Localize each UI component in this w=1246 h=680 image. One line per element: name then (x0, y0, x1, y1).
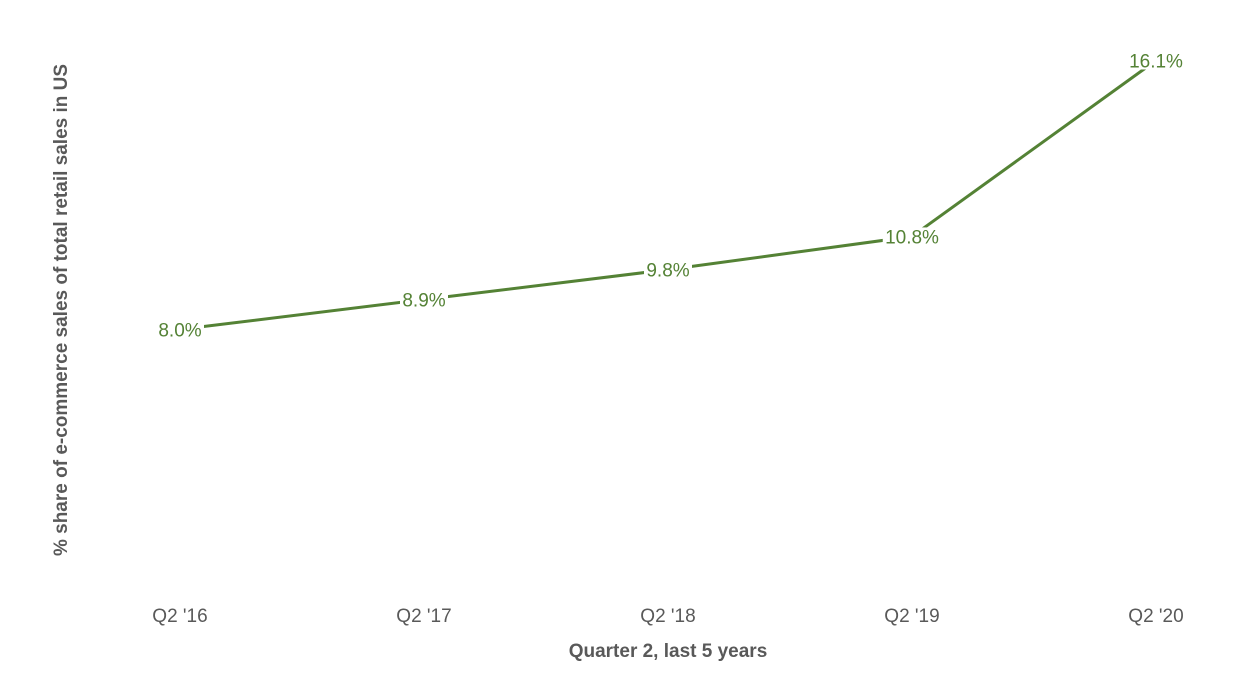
x-tick-label: Q2 '19 (884, 606, 939, 627)
series-line-segment (178, 298, 426, 331)
data-label: 9.8% (646, 261, 689, 282)
x-tick-label: Q2 '17 (396, 606, 451, 627)
data-label: 8.0% (158, 320, 201, 341)
x-tick-label: Q2 '18 (640, 606, 695, 627)
data-label-background (882, 227, 942, 246)
data-label-background (400, 290, 448, 309)
x-axis-ticks: Q2 '16 Q2 '17 Q2 '18 Q2 '19 Q2 '20 (152, 606, 1183, 627)
y-axis-title: % share of e-commerce sales of total ret… (51, 64, 72, 556)
data-label: 8.9% (402, 291, 445, 312)
series-line-segment (910, 58, 1158, 238)
x-tick-label: Q2 '20 (1128, 606, 1183, 627)
plot-area: 8.0% 8.9% 9.8% 10.8% 16.1% (156, 51, 1186, 341)
x-tick-label: Q2 '16 (152, 606, 207, 627)
data-label: 10.8% (885, 227, 939, 248)
x-axis-title: Quarter 2, last 5 years (569, 641, 768, 662)
series-line-segment (666, 234, 914, 272)
data-label: 16.1% (1129, 51, 1183, 72)
data-label-background (644, 260, 692, 279)
data-label-background (1126, 51, 1186, 70)
series-line-segment (422, 268, 670, 302)
data-label-background (156, 320, 204, 339)
